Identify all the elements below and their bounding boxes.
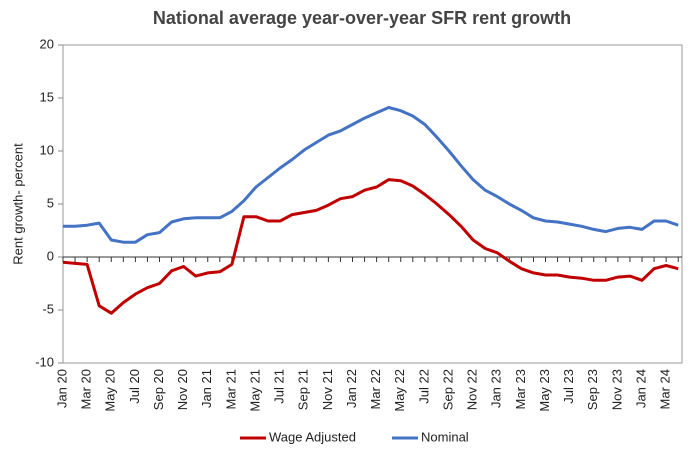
x-tick-label: Sep 21	[296, 369, 311, 410]
x-tick-label: Jan 20	[54, 369, 69, 408]
x-tick-label: Nov 21	[320, 369, 335, 410]
x-tick-label: Mar 23	[513, 369, 528, 409]
x-tick-label: Mar 24	[658, 369, 673, 409]
x-tick-label: Nov 22	[465, 369, 480, 410]
x-tick-label: Jul 23	[561, 369, 576, 404]
x-tick-label: Mar 22	[368, 369, 383, 409]
x-tick-label: May 23	[537, 369, 552, 412]
x-tick-label: Jul 22	[416, 369, 431, 404]
x-tick-label: Jan 22	[344, 369, 359, 408]
x-tick-label: Sep 22	[440, 369, 455, 410]
y-tick-label: 5	[47, 195, 54, 210]
x-tick-label: Mar 20	[79, 369, 94, 409]
x-tick-label: Jan 24	[633, 369, 648, 408]
x-tick-label: Jul 20	[127, 369, 142, 404]
legend-label: Wage Adjusted	[269, 429, 356, 444]
legend-label: Nominal	[421, 429, 469, 444]
series-line	[62, 178, 679, 315]
x-tick-label: Sep 20	[151, 369, 166, 410]
plot-area	[62, 44, 683, 364]
series-line	[63, 106, 679, 244]
x-tick-label: Jan 23	[489, 369, 504, 408]
y-tick-label: 10	[40, 142, 54, 157]
y-tick-label: 20	[40, 36, 54, 51]
x-tick-label: Jan 21	[199, 369, 214, 408]
x-tick-label: May 22	[392, 369, 407, 412]
y-tick-label: -10	[35, 354, 54, 369]
x-tick-label: May 20	[103, 369, 118, 412]
y-tick-label: 0	[47, 248, 54, 263]
x-tick-label: Nov 20	[175, 369, 190, 410]
y-axis-label: Rent growth- percent	[10, 143, 25, 265]
x-tick-label: Mar 21	[223, 369, 238, 409]
chart-title: National average year-over-year SFR rent…	[153, 8, 571, 28]
x-tick-label: Nov 23	[609, 369, 624, 410]
x-tick-label: Sep 23	[585, 369, 600, 410]
y-tick-label: 15	[40, 89, 54, 104]
y-tick-label: -5	[42, 301, 54, 316]
x-tick-label: Jul 21	[272, 369, 287, 404]
x-tick-label: May 21	[247, 369, 262, 412]
